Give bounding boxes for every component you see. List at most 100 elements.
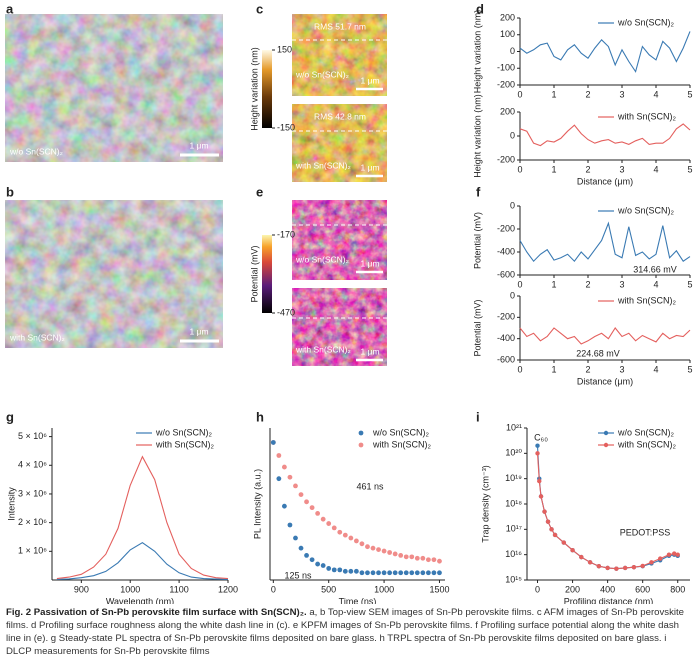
- x-tick-label: 0: [517, 364, 522, 374]
- y-tick-label: 10¹⁵: [505, 574, 522, 584]
- marker: [622, 565, 628, 571]
- point: [414, 570, 420, 576]
- point: [403, 570, 409, 576]
- legend-label: with Sn(SCN)₂: [617, 295, 677, 305]
- x-tick-label: 500: [321, 584, 336, 594]
- marker: [658, 556, 663, 561]
- point: [365, 570, 370, 576]
- point: [420, 555, 426, 561]
- point: [304, 499, 309, 505]
- rms-label: RMS 51.7 nm: [314, 21, 366, 31]
- y-tick-label: -400: [497, 246, 515, 256]
- point: [392, 570, 398, 576]
- colorbar-label: Height variation (nm): [249, 47, 259, 131]
- x-tick-label: 1: [551, 364, 556, 374]
- series-line: [56, 455, 229, 580]
- point: [431, 570, 437, 576]
- y-axis-label: Intensity: [6, 487, 16, 521]
- y-tick-label: 10²¹: [506, 422, 522, 432]
- series-line: [56, 542, 229, 580]
- image-label: with Sn(SCN)₂: [9, 332, 65, 342]
- point: [398, 552, 404, 558]
- y-axis-label: Potential (mV): [472, 299, 482, 356]
- series-line: [519, 327, 691, 345]
- image-label: with Sn(SCN)₂: [295, 160, 351, 170]
- annotation: 224.68 mV: [576, 348, 620, 358]
- point: [293, 535, 298, 541]
- legend-marker: [358, 430, 364, 436]
- point: [309, 505, 315, 511]
- y-tick-label: 4 × 10⁶: [18, 460, 47, 470]
- x-tick-label: 1200: [218, 584, 238, 594]
- marker: [579, 554, 584, 560]
- x-axis-label: Wavelength (nm): [106, 596, 174, 604]
- point: [409, 570, 415, 576]
- point: [337, 567, 343, 573]
- marker: [542, 509, 547, 514]
- marker: [545, 519, 551, 524]
- panel-label: c: [256, 1, 263, 16]
- annotation: PEDOT:PSS: [620, 527, 671, 537]
- x-tick-label: 5: [687, 89, 692, 99]
- x-tick-label: 4: [653, 364, 658, 374]
- colorbar-label: Potential (mV): [249, 245, 259, 302]
- point: [320, 563, 326, 568]
- annotation: C₆₀: [534, 432, 548, 442]
- point: [381, 548, 387, 554]
- point: [309, 557, 315, 563]
- panel-label: h: [256, 409, 264, 424]
- y-tick-label: 10¹⁶: [505, 549, 522, 559]
- y-tick-label: 10²⁰: [505, 448, 522, 458]
- y-tick-label: -200: [497, 154, 515, 164]
- marker: [538, 494, 544, 499]
- scale-label: 1 μm: [360, 346, 379, 356]
- x-tick-label: 3: [619, 89, 624, 99]
- panel-label: d: [476, 1, 484, 16]
- x-tick-label: 1000: [120, 584, 140, 594]
- y-tick-label: 3 × 10⁶: [18, 488, 47, 498]
- point: [353, 538, 359, 544]
- point: [392, 551, 398, 557]
- x-tick-label: 200: [565, 584, 580, 594]
- colorbar: [262, 50, 272, 128]
- x-axis-label: Time (ns): [339, 596, 377, 604]
- y-tick-label: -400: [497, 333, 515, 343]
- legend-label: w/o Sn(SCN)₂: [155, 427, 213, 437]
- y-axis-label: Trap density (cm⁻³): [480, 465, 490, 542]
- x-tick-label: 1: [551, 279, 556, 289]
- y-tick-label: 10¹⁹: [505, 473, 522, 483]
- marker: [649, 560, 654, 565]
- kpfm-image: [292, 288, 387, 366]
- series-line: [519, 123, 691, 147]
- caption: Fig. 2 Passivation of Sn-Pb perovskite f…: [6, 606, 694, 658]
- point: [353, 568, 359, 574]
- legend-label: with Sn(SCN)₂: [617, 111, 677, 121]
- y-tick-label: -200: [497, 223, 515, 233]
- point: [376, 570, 381, 576]
- x-tick-label: 2: [585, 164, 590, 174]
- x-tick-label: 4: [653, 164, 658, 174]
- x-tick-label: 800: [670, 584, 685, 594]
- marker: [614, 566, 619, 571]
- point: [320, 516, 326, 522]
- scale-label: 1 μm: [360, 75, 379, 85]
- point: [276, 453, 282, 458]
- point: [287, 474, 293, 480]
- marker: [666, 552, 672, 557]
- point: [425, 557, 431, 563]
- sem-image: [5, 200, 223, 348]
- colorbar-tick-label: -170: [277, 229, 295, 239]
- x-tick-label: 900: [74, 584, 89, 594]
- marker: [535, 451, 540, 456]
- point: [298, 492, 304, 497]
- panel-label: a: [6, 1, 14, 16]
- point: [276, 476, 282, 482]
- series-line: [519, 31, 691, 73]
- y-tick-label: 0: [510, 130, 515, 140]
- y-tick-label: 0: [510, 290, 515, 300]
- marker: [605, 565, 610, 571]
- sem-image: [5, 14, 223, 162]
- point: [281, 503, 287, 509]
- point: [365, 544, 370, 550]
- x-tick-label: 2: [585, 364, 590, 374]
